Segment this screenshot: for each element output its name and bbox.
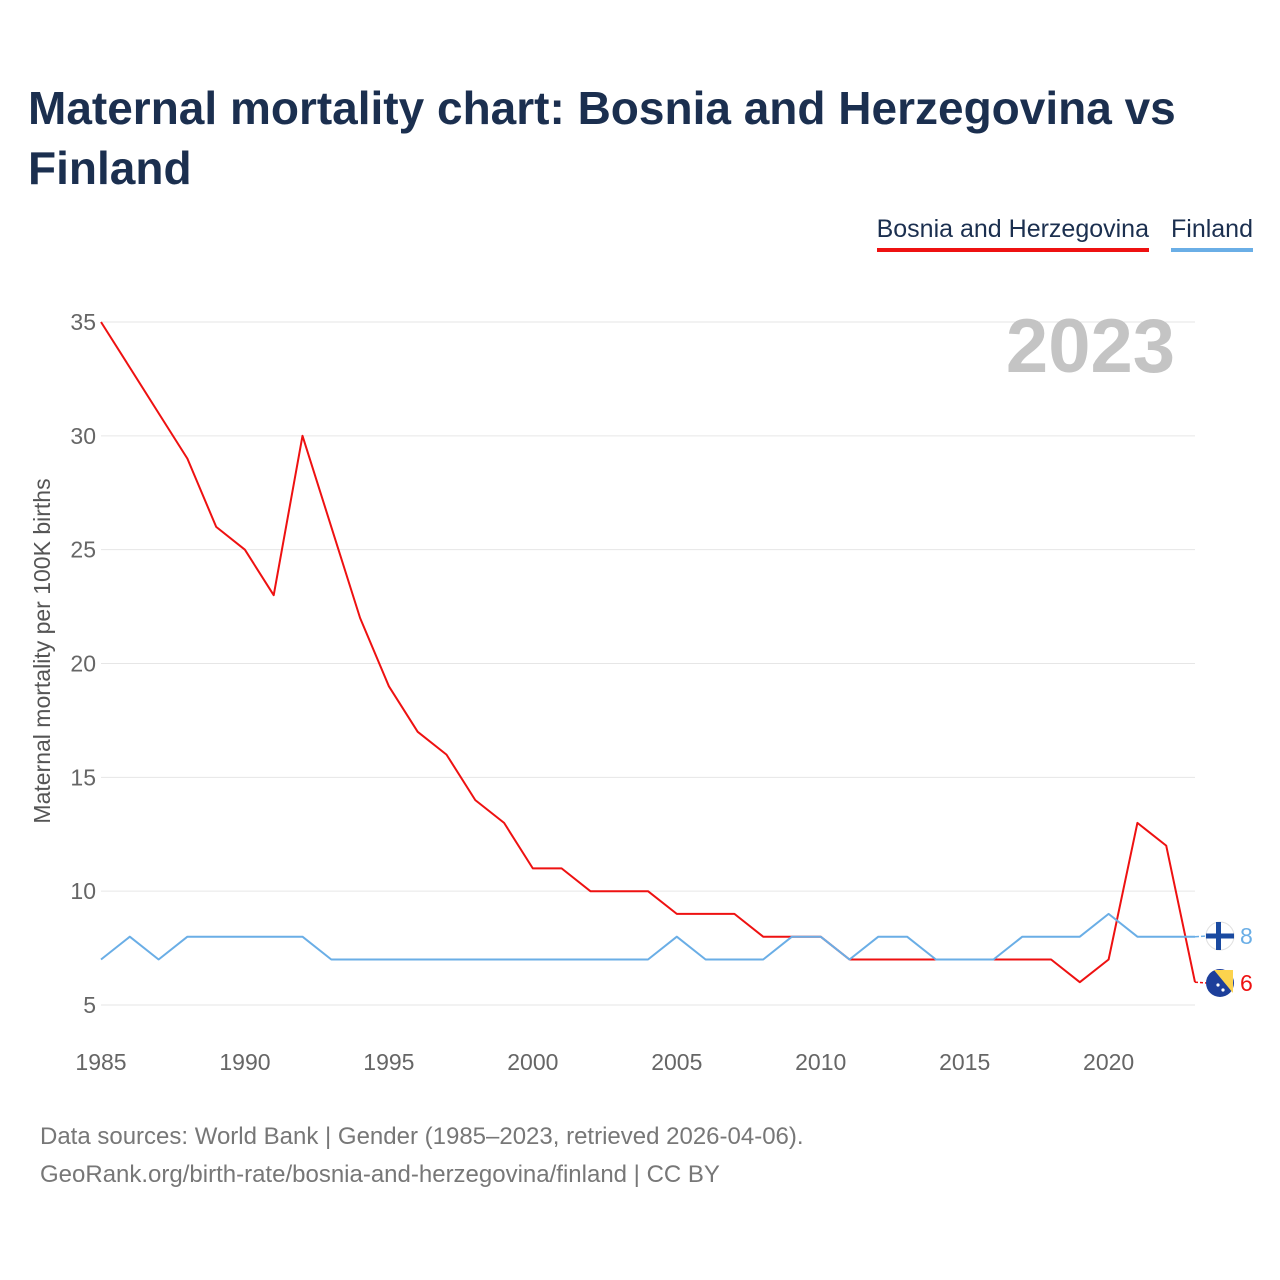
series-end-markers: 68	[1194, 921, 1253, 997]
grid-lines	[101, 321, 1195, 1006]
y-tick-label: 30	[70, 423, 96, 449]
flag-finland-cross-v	[1216, 922, 1221, 950]
end-value-label-finland: 8	[1240, 923, 1253, 949]
legend: Bosnia and Herzegovina Finland	[876, 213, 1253, 252]
series-lines	[100, 321, 1196, 984]
flag-bosnia	[1206, 969, 1234, 997]
x-axis-ticks: 1985 1990 1995 2000 2005 2010 2015 2020	[75, 1049, 1134, 1075]
flag-bosnia-triangle	[1214, 970, 1233, 993]
x-tick-label: 2015	[939, 1049, 990, 1075]
line-chart: 2023 Maternal mortality per 100K births …	[29, 304, 1253, 1075]
y-tick-label: 5	[83, 992, 96, 1018]
x-tick-label: 1985	[75, 1049, 126, 1075]
flag-bosnia-star	[1216, 983, 1220, 987]
y-tick-label: 15	[70, 764, 96, 790]
y-tick-label: 25	[70, 537, 96, 563]
x-tick-label: 1995	[363, 1049, 414, 1075]
y-axis-label: Maternal mortality per 100K births	[29, 478, 55, 823]
source-note: Data sources: World Bank | Gender (1985–…	[40, 1118, 804, 1194]
y-tick-label: 20	[70, 651, 96, 677]
y-axis-ticks: 5 10 15 20 25 30 35	[70, 309, 96, 1018]
x-tick-label: 2005	[651, 1049, 702, 1075]
year-watermark: 2023	[1006, 304, 1175, 389]
source-line-1: Data sources: World Bank | Gender (1985–…	[40, 1123, 804, 1150]
x-tick-label: 1990	[219, 1049, 270, 1075]
end-value-label-bosnia: 6	[1240, 970, 1253, 996]
flag-finland	[1205, 921, 1235, 951]
x-tick-label: 2020	[1083, 1049, 1134, 1075]
legend-item-bosnia[interactable]: Bosnia and Herzegovina	[876, 213, 1149, 252]
series-line-bosnia	[100, 321, 1196, 984]
series-line-finland	[100, 912, 1195, 961]
legend-item-finland[interactable]: Finland	[1171, 213, 1253, 252]
x-tick-label: 2010	[795, 1049, 846, 1075]
leader-line-bosnia	[1194, 981, 1209, 984]
source-line-2: GeoRank.org/birth-rate/bosnia-and-herzeg…	[40, 1161, 720, 1188]
flag-bosnia-star	[1221, 988, 1225, 992]
x-tick-label: 2000	[507, 1049, 558, 1075]
chart-title: Maternal mortality chart: Bosnia and Her…	[28, 82, 1176, 194]
y-tick-label: 10	[70, 878, 96, 904]
leader-line-finland	[1194, 935, 1209, 938]
y-tick-label: 35	[70, 309, 96, 335]
